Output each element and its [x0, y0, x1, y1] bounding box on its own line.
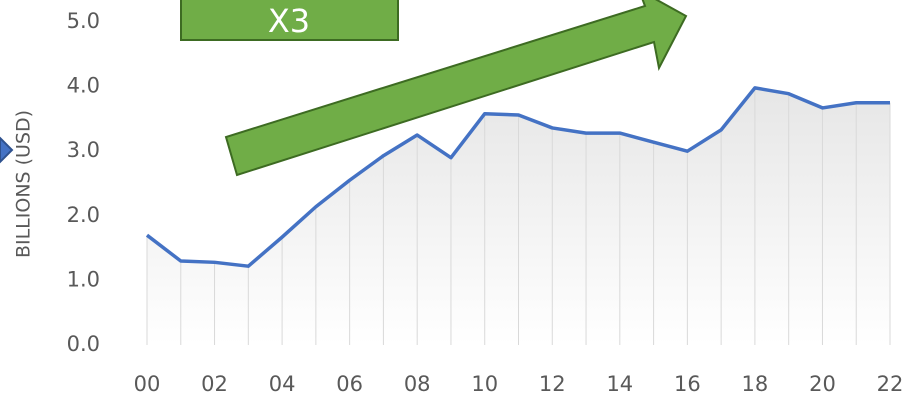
x-tick-label: 08	[404, 372, 431, 396]
x-tick-label: 04	[269, 372, 296, 396]
y-tick-label: 0.0	[67, 332, 100, 356]
x-tick-label: 06	[336, 372, 363, 396]
annotation-text: X3	[268, 2, 310, 40]
x-tick-label: 14	[606, 372, 633, 396]
y-tick-label: 1.0	[67, 267, 100, 291]
x-tick-label: 22	[877, 372, 904, 396]
x-tick-label: 02	[201, 372, 228, 396]
y-axis-label: BILLIONS (USD)	[13, 110, 35, 258]
line	[145, 86, 890, 268]
growth-arrow	[224, 0, 688, 177]
annotation-box	[180, 0, 399, 41]
y-tick-label: 5.0	[67, 9, 100, 33]
y-tick-label: 3.0	[67, 138, 100, 162]
x-tick-label: 20	[809, 372, 836, 396]
x-tick-label: 16	[674, 372, 701, 396]
x-tick-label: 12	[539, 372, 566, 396]
x-tick-label: 10	[471, 372, 498, 396]
x-tick-label: 18	[742, 372, 769, 396]
plot-area: 0.0 1.0 2.0 3.0 4.0 5.0 00 02 04 06 08 10 12 14 16 18 20…	[67, 9, 904, 396]
x-tick-label: 00	[134, 372, 161, 396]
y-tick-label: 4.0	[67, 74, 100, 98]
chevron-shape	[0, 136, 14, 164]
y-tick-label: 2.0	[67, 203, 100, 227]
